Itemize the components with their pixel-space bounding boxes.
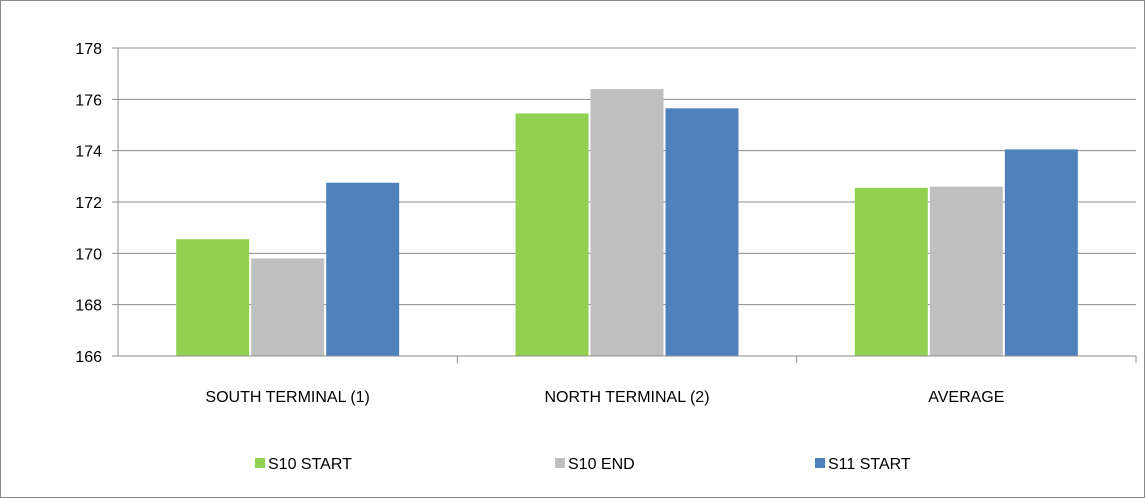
x-category-label: AVERAGE: [928, 389, 1004, 406]
legend-label: S11 START: [828, 456, 911, 473]
bar-s10-end-2: [590, 89, 664, 357]
legend: S10 START S10 END S11 START: [255, 456, 911, 473]
bar-s11-start-3: [1004, 149, 1078, 356]
bar-s10-start-3: [854, 187, 928, 356]
legend-item-s10-end: S10 END: [555, 456, 635, 473]
y-tick-label: 176: [75, 92, 102, 109]
bars: [176, 89, 1078, 357]
y-tick-label: 170: [75, 246, 102, 263]
y-tick-label: 166: [75, 349, 102, 366]
y-tick-label: 174: [75, 144, 102, 161]
y-axis-tick-labels: 166 168 170 172 174 176 178: [75, 41, 102, 366]
y-tick-label: 172: [75, 195, 102, 212]
x-category-label: SOUTH TERMINAL (1): [205, 389, 369, 406]
bar-s10-start-2: [515, 113, 589, 356]
bar-s11-start-2: [665, 108, 739, 356]
legend-item-s10-start: S10 START: [255, 456, 352, 473]
bar-s10-start-1: [176, 239, 250, 356]
y-tick-label: 178: [75, 41, 102, 58]
y-tick-label: 168: [75, 298, 102, 315]
axes: [112, 47, 1137, 363]
legend-item-s11-start: S11 START: [815, 456, 911, 473]
legend-swatch: [815, 458, 825, 468]
bar-s11-start-1: [326, 182, 400, 356]
bar-s10-end-1: [251, 258, 325, 356]
legend-label: S10 END: [568, 456, 635, 473]
x-axis-category-labels: SOUTH TERMINAL (1) NORTH TERMINAL (2) AVER…: [205, 389, 1004, 406]
x-category-label: NORTH TERMINAL (2): [544, 389, 709, 406]
legend-label: S10 START: [268, 456, 352, 473]
legend-swatch: [555, 458, 565, 468]
legend-swatch: [255, 458, 265, 468]
bar-s10-end-3: [929, 186, 1003, 356]
